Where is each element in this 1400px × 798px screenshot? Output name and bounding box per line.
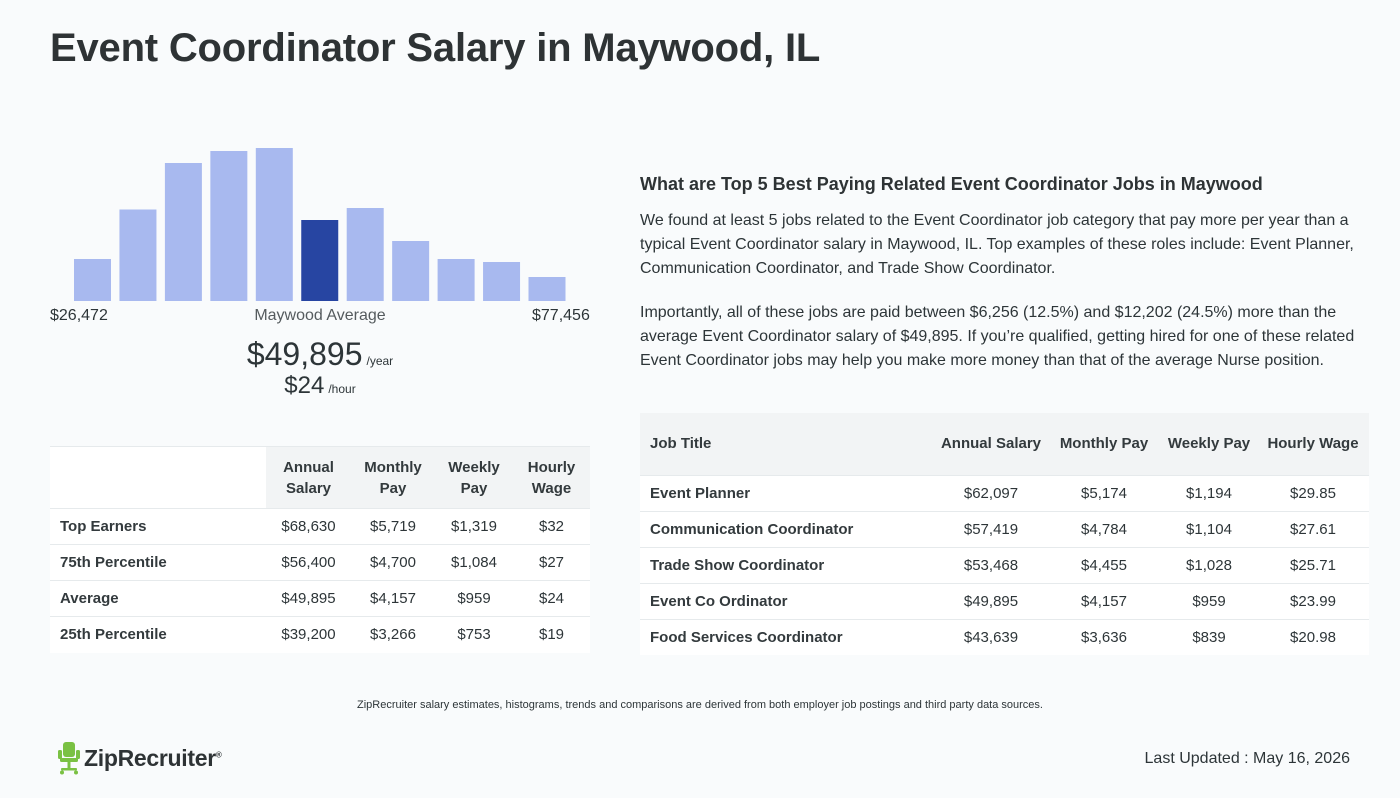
related-jobs-heading: What are Top 5 Best Paying Related Event…	[640, 174, 1263, 194]
table-cell: $3,266	[370, 626, 416, 644]
job-title-cell: Trade Show Coordinator	[650, 556, 825, 574]
table-row: 75th Percentile $56,400 $4,700 $1,084 $2…	[50, 544, 590, 581]
table-cell: $29.85	[1290, 484, 1336, 502]
average-annual-salary: $49,895/year	[50, 336, 590, 373]
histogram-bar	[483, 262, 521, 301]
table-row: Average $49,895 $4,157 $959 $24	[50, 580, 590, 617]
table-cell: $1,194	[1186, 484, 1232, 502]
histogram-bar	[255, 148, 293, 301]
table-header-row: Job Title Annual Salary Monthly Pay Week…	[640, 413, 1369, 475]
table-cell: $57,419	[963, 520, 1019, 538]
table-cell: $27.61	[1290, 520, 1336, 538]
column-header: Weekly Pay	[1167, 435, 1251, 453]
job-title-cell: Event Planner	[650, 484, 751, 502]
histogram-average-label: Maywood Average	[254, 307, 386, 324]
column-header: Monthly Pay	[1059, 435, 1149, 453]
row-label: 75th Percentile	[60, 554, 167, 571]
table-cell: $27	[538, 554, 565, 571]
table-cell: $4,157	[1081, 592, 1127, 610]
table-row: Trade Show Coordinator $53,468 $4,455 $1…	[640, 547, 1369, 583]
row-label: Top Earners	[60, 518, 147, 535]
histogram-max-label: $77,456	[532, 307, 590, 324]
hourly-amount: $24	[284, 372, 325, 399]
table-row: Event Planner $62,097 $5,174 $1,194 $29.…	[640, 475, 1369, 511]
histogram-svg	[74, 148, 566, 301]
column-header: Monthly Pay	[351, 446, 435, 509]
table-cell: $19	[538, 626, 565, 644]
related-jobs-paragraph-2: Importantly, all of these jobs are paid …	[640, 304, 1355, 369]
histogram-bar	[164, 163, 202, 301]
histogram-bar	[437, 259, 475, 301]
table-row: Communication Coordinator $57,419 $4,784…	[640, 511, 1369, 547]
row-label: 25th Percentile	[60, 626, 167, 644]
table-cell: $24	[538, 590, 565, 607]
table-cell: $43,639	[963, 628, 1019, 646]
column-header: Annual Salary	[266, 446, 351, 509]
related-jobs-paragraph-1: We found at least 5 jobs related to the …	[640, 212, 1354, 277]
related-jobs-table: Job Title Annual Salary Monthly Pay Week…	[640, 413, 1369, 655]
salary-histogram	[50, 120, 590, 301]
data-source-disclaimer: ZipRecruiter salary estimates, histogram…	[357, 699, 1043, 711]
table-row: Food Services Coordinator $43,639 $3,636…	[640, 619, 1369, 655]
column-header: Hourly Wage	[1267, 435, 1359, 453]
table-cell: $1,104	[1186, 520, 1232, 538]
ziprecruiter-logo[interactable]: ZipRecruiter®	[58, 740, 222, 776]
table-cell: $959	[1192, 592, 1226, 610]
column-header: Hourly Wage	[513, 446, 590, 509]
table-cell: $56,400	[281, 554, 336, 571]
table-row: 25th Percentile $39,200 $3,266 $753 $19	[50, 616, 590, 653]
average-hourly-wage: $24/hour	[50, 372, 590, 400]
column-header: Annual Salary	[940, 435, 1042, 453]
table-cell: $20.98	[1290, 628, 1336, 646]
table-cell: $1,028	[1186, 556, 1232, 574]
table-cell: $49,895	[281, 590, 336, 607]
table-cell: $49,895	[963, 592, 1019, 610]
table-cell: $39,200	[281, 626, 336, 644]
job-title-cell: Food Services Coordinator	[650, 628, 843, 646]
table-cell: $1,319	[451, 518, 497, 535]
table-cell: $32	[538, 518, 565, 535]
table-row: Event Co Ordinator $49,895 $4,157 $959 $…	[640, 583, 1369, 619]
histogram-bar	[210, 151, 248, 301]
table-cell: $23.99	[1290, 592, 1336, 610]
last-updated: Last Updated : May 16, 2026	[1144, 750, 1350, 767]
histogram-bar	[392, 241, 430, 301]
table-cell: $4,700	[370, 554, 416, 571]
table-header-row: Annual Salary Monthly Pay Weekly Pay Hou…	[50, 446, 590, 509]
table-cell: $4,455	[1081, 556, 1127, 574]
job-title-cell: Communication Coordinator	[650, 520, 854, 538]
table-cell: $4,784	[1081, 520, 1127, 538]
job-title-cell: Event Co Ordinator	[650, 592, 788, 610]
table-row: Top Earners $68,630 $5,719 $1,319 $32	[50, 508, 590, 545]
logo-wordmark: ZipRecruiter®	[84, 744, 222, 771]
percentile-table: Annual Salary Monthly Pay Weekly Pay Hou…	[50, 446, 590, 653]
histogram-bar	[119, 209, 157, 301]
table-cell: $5,719	[370, 518, 416, 535]
table-cell: $62,097	[963, 484, 1019, 502]
column-header: Job Title	[650, 435, 712, 453]
histogram-min-label: $26,472	[50, 307, 108, 324]
table-cell: $959	[457, 590, 491, 607]
histogram-bar	[528, 277, 566, 301]
histogram-bar	[74, 259, 111, 301]
table-cell: $4,157	[370, 590, 416, 607]
row-label: Average	[60, 590, 119, 607]
table-cell: $25.71	[1290, 556, 1336, 574]
histogram-bar-average	[301, 220, 339, 301]
annual-unit: /year	[366, 354, 394, 368]
table-cell: $753	[457, 626, 491, 644]
table-cell: $5,174	[1081, 484, 1127, 502]
table-cell: $1,084	[451, 554, 497, 571]
column-header: Weekly Pay	[435, 446, 513, 509]
table-cell: $3,636	[1081, 628, 1127, 646]
page-title: Event Coordinator Salary in Maywood, IL	[50, 26, 821, 70]
hourly-unit: /hour	[328, 382, 356, 396]
table-cell: $53,468	[963, 556, 1019, 574]
histogram-bar	[346, 208, 384, 301]
ziprecruiter-chair-icon	[58, 742, 80, 775]
column-header	[50, 446, 266, 509]
table-cell: $68,630	[281, 518, 336, 535]
table-cell: $839	[1192, 628, 1226, 646]
annual-amount: $49,895	[246, 336, 363, 372]
